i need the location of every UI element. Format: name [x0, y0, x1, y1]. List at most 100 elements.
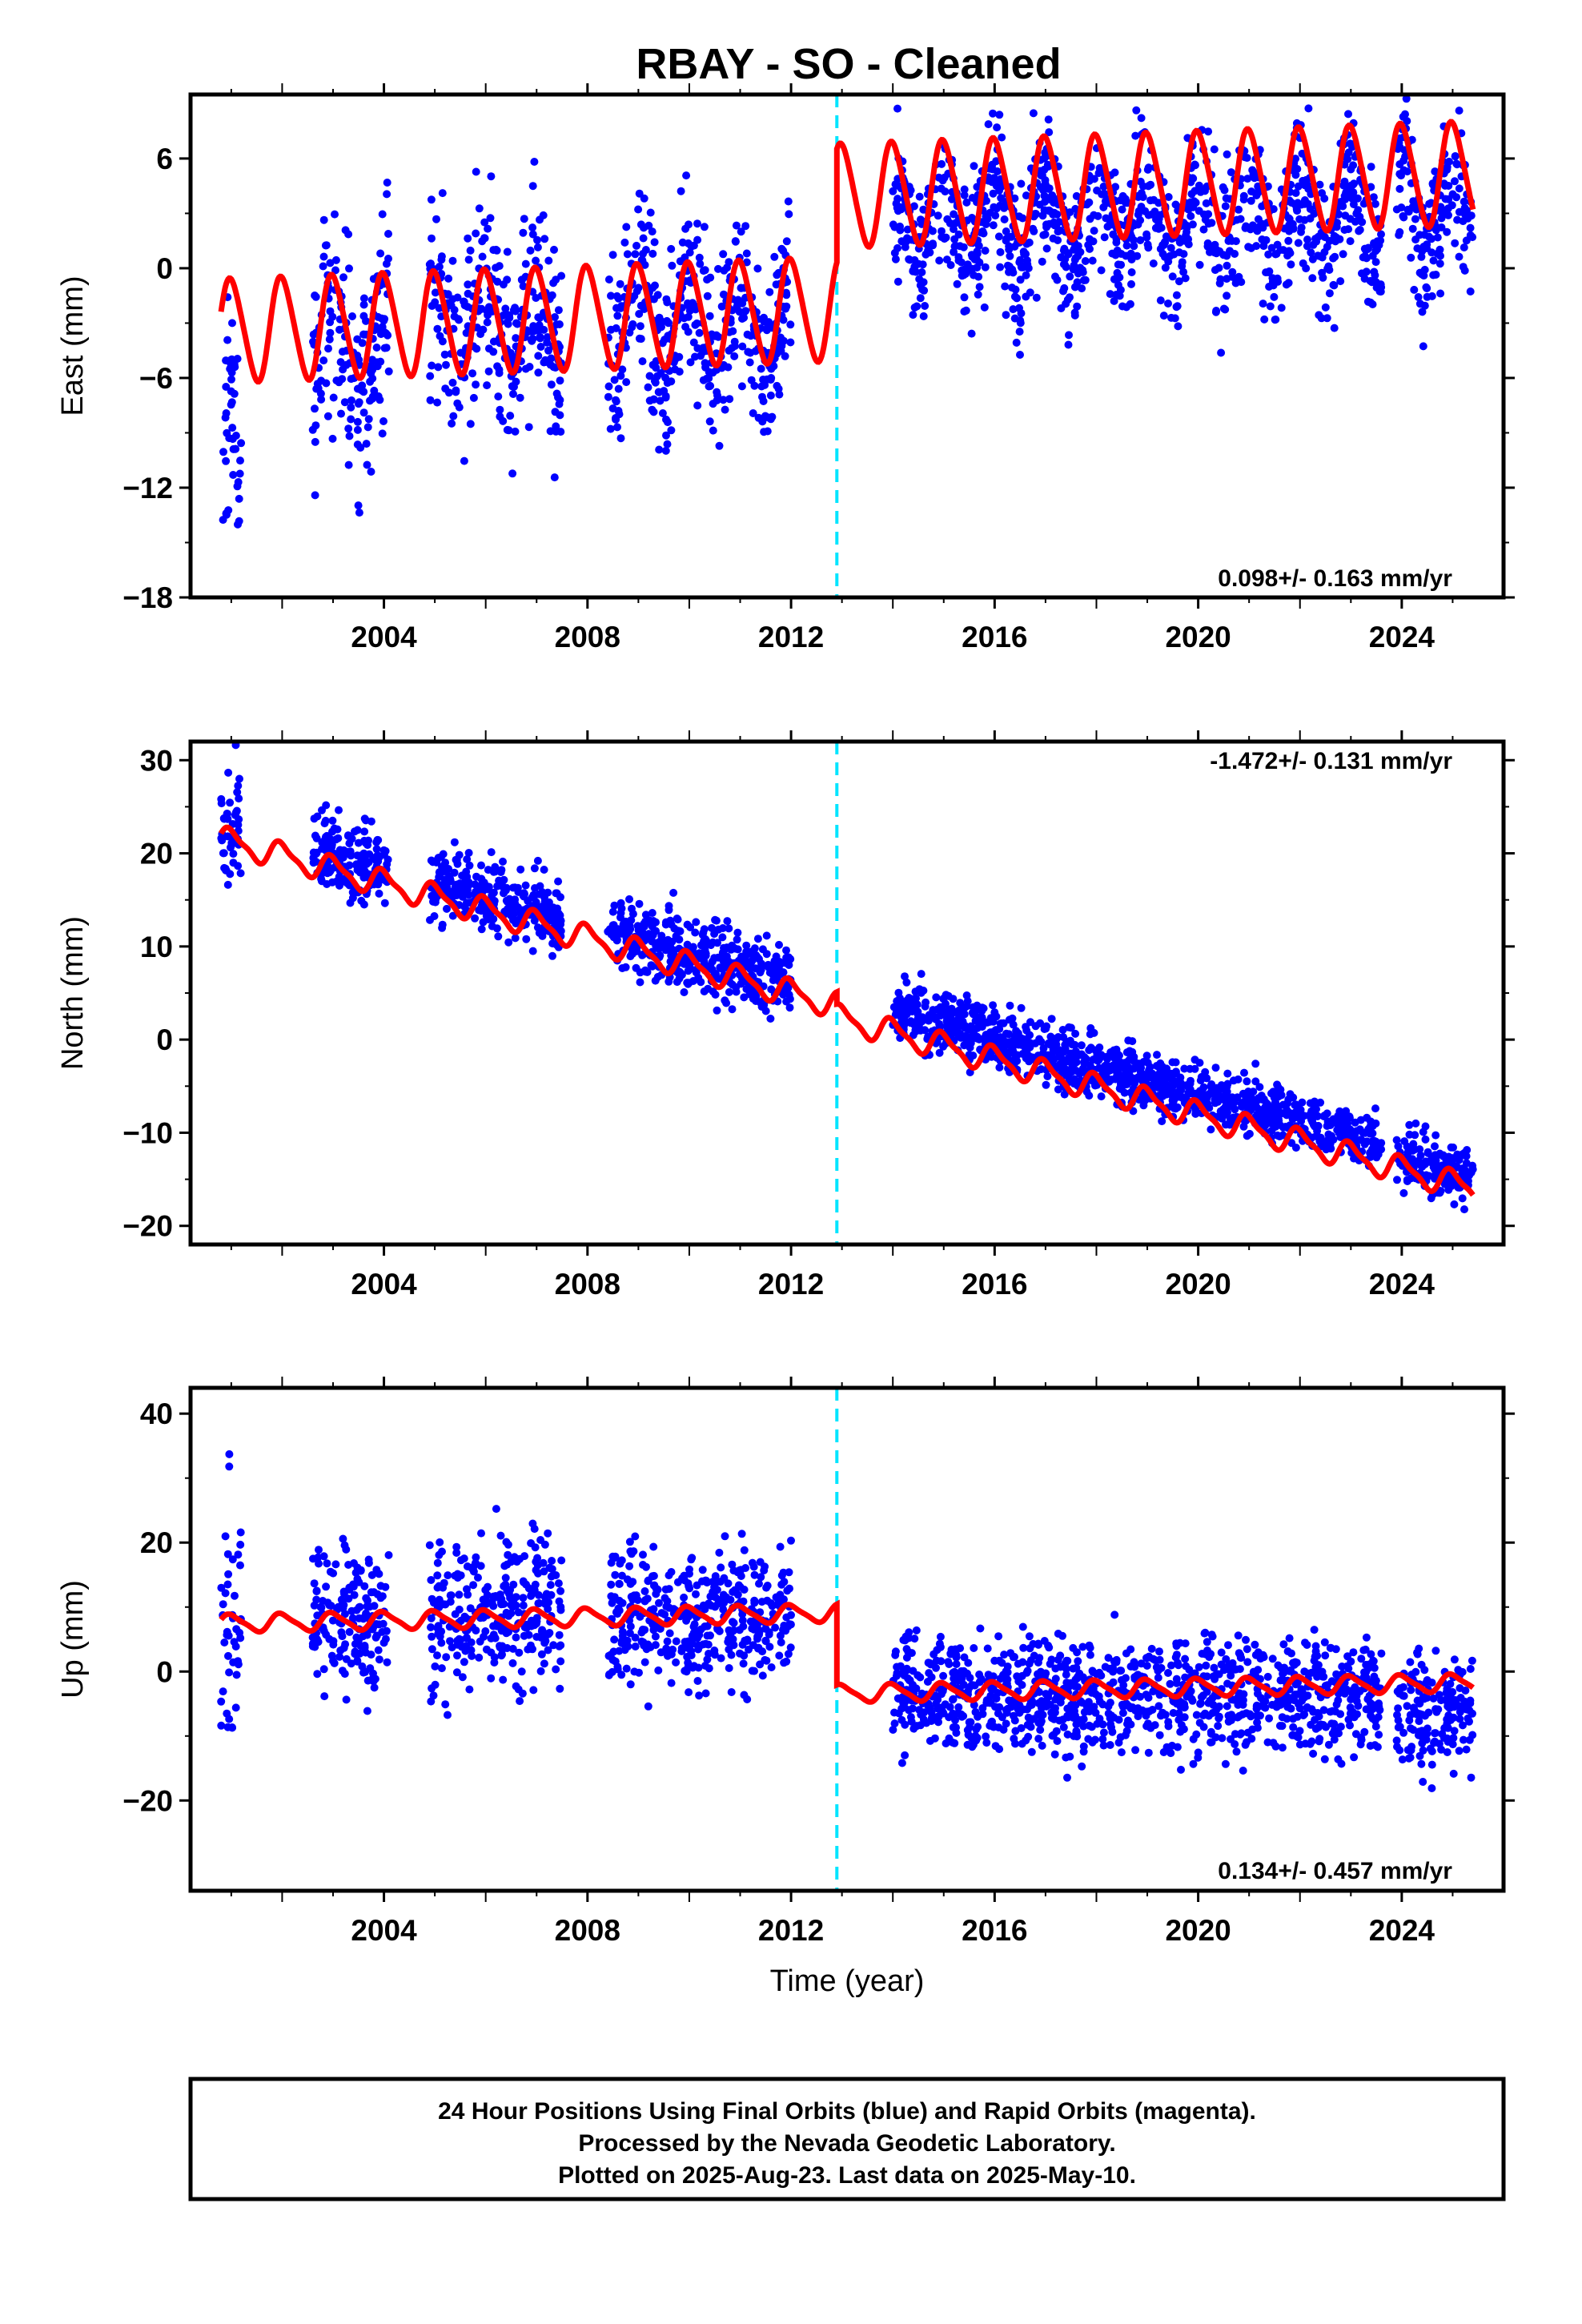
data-point — [974, 272, 983, 281]
data-point — [360, 860, 368, 869]
data-point — [1443, 165, 1452, 174]
data-point — [441, 1700, 450, 1709]
data-point — [323, 869, 331, 878]
data-point — [469, 1581, 478, 1590]
data-point — [1073, 278, 1082, 287]
data-point — [364, 1555, 373, 1564]
data-point — [462, 328, 471, 337]
data-point — [1395, 227, 1404, 236]
data-point — [452, 386, 460, 395]
data-point — [555, 320, 564, 328]
data-point — [329, 393, 338, 402]
data-point — [517, 275, 526, 284]
data-point — [1223, 150, 1231, 159]
data-point — [1450, 1200, 1459, 1208]
data-point — [380, 899, 389, 907]
data-point — [1136, 1068, 1145, 1076]
data-point — [318, 806, 326, 814]
data-point — [636, 322, 644, 331]
data-point — [329, 1640, 338, 1649]
data-point — [532, 256, 540, 265]
data-point — [1042, 1080, 1050, 1089]
data-point — [551, 919, 560, 927]
data-point — [616, 279, 624, 288]
data-point — [625, 895, 633, 903]
data-point — [370, 386, 379, 395]
data-point — [1035, 1035, 1044, 1043]
data-point — [1057, 1054, 1066, 1063]
data-point — [527, 1616, 536, 1625]
data-point — [1206, 247, 1214, 256]
data-point — [635, 899, 644, 908]
data-point — [1283, 251, 1292, 260]
data-point — [342, 1695, 351, 1704]
data-point — [436, 1538, 444, 1546]
data-point — [966, 1033, 974, 1042]
data-point — [1271, 1098, 1279, 1107]
data-point — [347, 1659, 355, 1668]
data-point — [504, 1550, 512, 1559]
data-point — [1291, 189, 1300, 197]
data-point — [478, 252, 487, 261]
data-point — [347, 403, 355, 412]
data-point — [1420, 265, 1429, 274]
data-point — [477, 906, 486, 915]
data-point — [1259, 1095, 1268, 1104]
data-point — [776, 1542, 785, 1551]
data-point — [236, 869, 245, 878]
data-point — [987, 178, 996, 187]
data-point — [526, 246, 535, 255]
data-point — [1451, 152, 1460, 161]
data-point — [484, 224, 492, 233]
data-point — [311, 404, 319, 413]
data-point — [483, 318, 492, 327]
data-point — [232, 1625, 241, 1634]
data-point — [219, 1687, 227, 1696]
data-point — [1008, 1037, 1017, 1046]
data-point — [1026, 1039, 1034, 1047]
data-point — [342, 1545, 351, 1554]
chart-title: RBAY - SO - Cleaned — [636, 40, 1061, 88]
data-point — [1017, 1003, 1026, 1012]
data-point — [639, 1550, 647, 1559]
data-point — [528, 947, 537, 955]
data-point — [749, 409, 757, 417]
data-point — [328, 434, 337, 443]
data-point — [477, 1529, 485, 1538]
data-point — [896, 994, 904, 1003]
data-point — [222, 456, 231, 465]
data-point — [1204, 210, 1213, 219]
data-point — [1270, 292, 1279, 301]
data-point — [643, 967, 652, 976]
data-point — [744, 348, 753, 356]
data-point — [540, 358, 548, 367]
data-point — [753, 264, 762, 273]
data-point — [431, 288, 440, 297]
data-point — [1408, 1146, 1417, 1155]
data-point — [226, 798, 235, 807]
data-point — [1240, 1068, 1248, 1077]
data-point — [915, 275, 924, 283]
data-point — [1181, 274, 1190, 283]
data-point — [934, 211, 942, 220]
data-point — [956, 1031, 965, 1039]
data-point — [1059, 1033, 1068, 1042]
data-point — [1315, 311, 1323, 320]
data-point — [351, 1650, 359, 1659]
data-point — [453, 1574, 462, 1582]
data-point — [919, 205, 928, 214]
data-point — [1032, 293, 1041, 302]
data-point — [946, 261, 955, 269]
data-point — [554, 877, 563, 886]
data-point — [1226, 1115, 1235, 1124]
data-point — [981, 263, 990, 271]
data-point — [1340, 226, 1349, 234]
data-point — [534, 326, 543, 335]
data-point — [516, 865, 525, 874]
data-point — [665, 1629, 674, 1638]
data-point — [1064, 249, 1072, 258]
data-point — [762, 931, 771, 940]
data-point — [1417, 252, 1426, 261]
data-point — [468, 369, 477, 378]
data-point — [555, 1597, 564, 1606]
